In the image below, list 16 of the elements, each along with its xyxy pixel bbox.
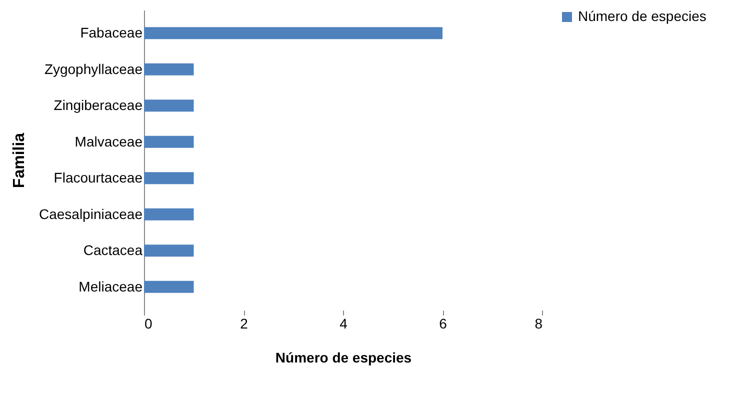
y-tick-label: Zingiberaceae (54, 97, 143, 114)
x-tick-label: 8 (534, 316, 543, 332)
y-tick-label: Fabaceae (80, 24, 143, 41)
y-tick-label: Cactacea (83, 242, 143, 258)
y-tick-label: Zygophyllaceae (44, 60, 143, 77)
x-tick-label: 4 (340, 316, 348, 332)
y-tick-label: Caesalpiniaceae (38, 206, 143, 222)
y-tick-label: Flacourtaceae (54, 170, 143, 186)
x-tick-label: 0 (144, 316, 152, 332)
y-axis-title: Familia (10, 132, 28, 188)
x-tick-label: 6 (439, 316, 448, 332)
x-tick-label: 2 (240, 316, 248, 332)
y-tick-label: Malvaceae (74, 133, 143, 150)
y-tick-label: Meliaceae (78, 278, 143, 294)
x-axis-title: Número de especies (275, 350, 412, 366)
legend-label: Número de especies (578, 8, 706, 24)
